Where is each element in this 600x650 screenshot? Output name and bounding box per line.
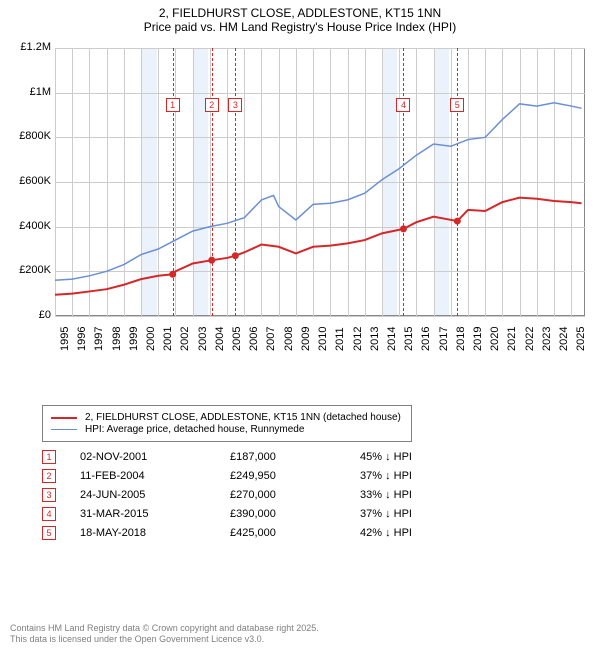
x-axis-label: 2010: [317, 327, 329, 351]
sale-delta: 45% ↓ HPI: [360, 451, 480, 463]
footer-line-1: Contains HM Land Registry data © Crown c…: [10, 623, 319, 635]
sale-price: £425,000: [230, 527, 360, 539]
x-axis-label: 2014: [386, 327, 398, 351]
sales-table: 1 02-NOV-2001£187,00045% ↓ HPI 2 11-FEB-200…: [42, 450, 590, 540]
title-line-1: 2, FIELDHURST CLOSE, ADDLESTONE, KT15 1N…: [10, 6, 590, 20]
chart-title: 2, FIELDHURST CLOSE, ADDLESTONE, KT15 1N…: [0, 0, 600, 36]
x-axis-label: 2022: [524, 327, 536, 351]
sale-delta: 33% ↓ HPI: [360, 489, 480, 501]
x-axis-label: 2019: [472, 327, 484, 351]
x-axis-label: 2023: [541, 327, 553, 351]
sale-delta: 42% ↓ HPI: [360, 527, 480, 539]
x-axis-label: 2012: [352, 327, 364, 351]
legend-item: HPI: Average price, detached house, Runn…: [51, 424, 403, 435]
x-axis-label: 2018: [455, 327, 467, 351]
sale-marker-dot: [454, 218, 461, 225]
x-axis-label: 2011: [334, 327, 346, 351]
legend-label: 2, FIELDHURST CLOSE, ADDLESTONE, KT15 1N…: [85, 412, 401, 423]
series-hpi: [55, 103, 582, 281]
x-axis-label: 1996: [76, 327, 88, 351]
sale-date: 31-MAR-2015: [80, 508, 230, 520]
sale-price: £187,000: [230, 451, 360, 463]
sale-marker-dot: [169, 271, 176, 278]
sale-index-badge: 2: [42, 469, 56, 483]
sales-row: 1 02-NOV-2001£187,00045% ↓ HPI: [42, 450, 590, 464]
sale-price: £249,950: [230, 470, 360, 482]
chart-legend: 2, FIELDHURST CLOSE, ADDLESTONE, KT15 1N…: [42, 405, 412, 442]
x-axis-label: 2016: [420, 327, 432, 351]
x-axis-label: 2015: [403, 327, 415, 351]
legend-item: 2, FIELDHURST CLOSE, ADDLESTONE, KT15 1N…: [51, 412, 403, 423]
sale-delta: 37% ↓ HPI: [360, 470, 480, 482]
legend-label: HPI: Average price, detached house, Runn…: [85, 424, 304, 435]
sale-marker-dot: [208, 257, 215, 264]
x-axis-label: 2009: [300, 327, 312, 351]
sale-index-badge: 5: [42, 526, 56, 540]
x-axis-label: 2000: [145, 327, 157, 351]
chart-lines: [10, 40, 587, 318]
x-axis-label: 2017: [438, 327, 450, 351]
footer-line-2: This data is licensed under the Open Gov…: [10, 634, 319, 646]
x-axis-label: 2006: [248, 327, 260, 351]
sale-price: £390,000: [230, 508, 360, 520]
sales-row: 3 24-JUN-2005£270,00033% ↓ HPI: [42, 488, 590, 502]
x-axis-label: 2025: [575, 327, 587, 351]
x-axis-label: 2020: [489, 327, 501, 351]
sale-price: £270,000: [230, 489, 360, 501]
x-axis-label: 2021: [506, 327, 518, 351]
sale-marker-dot: [232, 252, 239, 259]
sale-index-badge: 3: [42, 488, 56, 502]
x-axis-label: 2024: [558, 327, 570, 351]
sale-date: 18-MAY-2018: [80, 527, 230, 539]
sale-index-badge: 4: [42, 507, 56, 521]
x-axis-label: 1998: [111, 327, 123, 351]
x-axis-label: 2002: [179, 327, 191, 351]
price-chart: £0£200K£400K£600K£800K£1M£1.2M1995199619…: [10, 40, 590, 360]
x-axis-label: 2004: [214, 327, 226, 351]
x-axis-label: 1997: [93, 327, 105, 351]
sale-marker-dot: [400, 225, 407, 232]
sales-row: 2 11-FEB-2004£249,95037% ↓ HPI: [42, 469, 590, 483]
legend-swatch: [51, 417, 77, 419]
sales-row: 4 31-MAR-2015£390,00037% ↓ HPI: [42, 507, 590, 521]
x-axis-label: 2007: [265, 327, 277, 351]
sale-index-badge: 1: [42, 450, 56, 464]
series-price_paid: [55, 198, 582, 295]
sales-row: 5 18-MAY-2018£425,00042% ↓ HPI: [42, 526, 590, 540]
x-axis-label: 1995: [59, 327, 71, 351]
x-axis-label: 2003: [197, 327, 209, 351]
sale-date: 02-NOV-2001: [80, 451, 230, 463]
sale-delta: 37% ↓ HPI: [360, 508, 480, 520]
x-axis-label: 1999: [128, 327, 140, 351]
sale-date: 11-FEB-2004: [80, 470, 230, 482]
sale-date: 24-JUN-2005: [80, 489, 230, 501]
footer-licence: Contains HM Land Registry data © Crown c…: [10, 623, 319, 646]
x-axis-label: 2013: [369, 327, 381, 351]
title-line-2: Price paid vs. HM Land Registry's House …: [10, 20, 590, 34]
x-axis-label: 2005: [231, 327, 243, 351]
legend-swatch: [51, 429, 77, 430]
x-axis-label: 2001: [162, 327, 174, 351]
x-axis-label: 2008: [283, 327, 295, 351]
